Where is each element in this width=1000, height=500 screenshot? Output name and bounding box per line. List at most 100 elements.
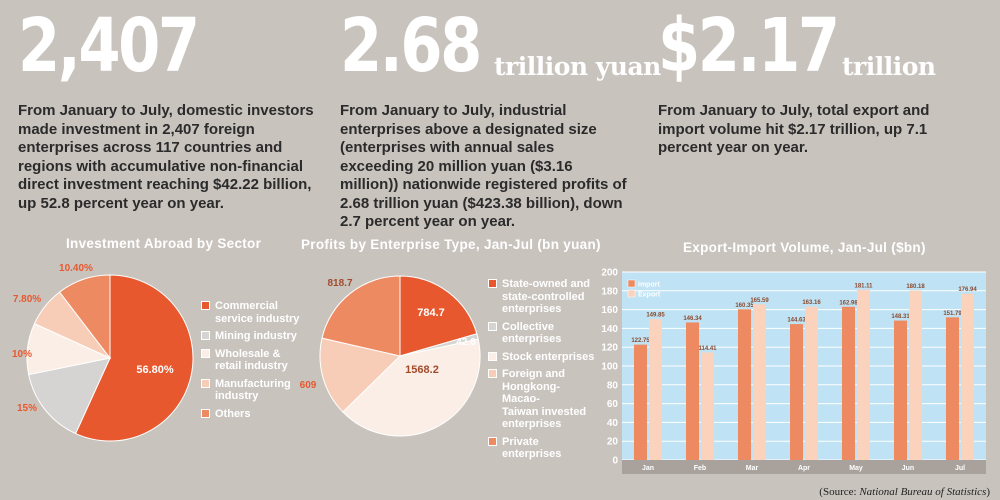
x-tick-label: Mar: [746, 465, 759, 472]
bar-value-label: 162.98: [839, 300, 858, 306]
legend-swatch: [201, 331, 210, 340]
bar-value-label: 165.59: [750, 298, 769, 304]
legend-swatch: [627, 289, 636, 298]
source-prefix: (Source:: [819, 486, 860, 498]
chart-title: Investment Abroad by Sector: [66, 236, 262, 251]
source-suffix: ): [986, 486, 990, 498]
profits-pie-chart: 784.7 42.6 1568.2 609 818.7: [300, 275, 481, 437]
stat-description: From January to July, industrial enterpr…: [340, 102, 627, 230]
export-bar: [649, 319, 662, 460]
pie-slice: [321, 275, 401, 357]
y-tick-label: 0: [612, 456, 618, 467]
bar-value-label: 144.63: [787, 318, 806, 324]
legend-swatch: [488, 351, 497, 361]
legend-label: Others: [215, 407, 251, 420]
bar-value-label: 149.85: [646, 313, 665, 319]
pie-value-label: 10%: [12, 349, 32, 360]
legend-item: Mining industry: [201, 330, 301, 343]
stat-number: 2,407: [18, 3, 200, 89]
export-bar: [961, 293, 974, 460]
legend-item: Wholesale & retail industry: [201, 348, 301, 373]
export-bar: [909, 290, 922, 460]
pie-value-label: 15%: [17, 403, 37, 414]
bar-value-label: 163.16: [802, 300, 821, 306]
legend-label: Import: [638, 282, 660, 289]
legend-swatch: [201, 378, 210, 388]
stat-unit: trillion yuan: [494, 52, 661, 81]
y-tick-label: 100: [601, 362, 618, 373]
x-tick-label: May: [849, 465, 863, 472]
legend-label: Mining industry: [215, 330, 297, 342]
stat-profits: 2.68: [340, 0, 511, 92]
pie-value-label: 1568.2: [405, 364, 439, 376]
stat-number: $2.17: [658, 3, 840, 89]
pie-value-label: 609: [300, 380, 317, 391]
y-tick-label: 200: [601, 268, 618, 279]
y-tick-label: 140: [601, 324, 618, 335]
y-tick-label: 20: [607, 437, 619, 448]
bar-value-label: 180.18: [906, 284, 925, 290]
trade-bar-chart: 0 20 40 60 80 100 120 140 160 180 200 122.75 149.85 J…: [601, 268, 986, 474]
pie-slice: [319, 337, 402, 413]
legend-label: Private enterprises: [502, 435, 562, 461]
investment-pie-chart: 56.80% 15% 10% 7.80% 10.40%: [12, 263, 194, 442]
legend-item: Stock enterprises: [488, 351, 596, 364]
bar-value-label: 176.94: [958, 287, 977, 293]
export-bar: [753, 304, 766, 460]
legend-swatch: [201, 301, 210, 310]
stat-investment: 2,407: [18, 0, 237, 92]
legend-label: Foreign and Hongkong-Macao- Taiwan inves…: [502, 368, 587, 430]
import-bar: [738, 309, 751, 460]
legend-label: Collective enterprises: [502, 320, 562, 346]
legend-item: Manufacturing industry: [201, 378, 301, 403]
legend-label: Export: [638, 292, 661, 299]
legend-item: Private enterprises: [488, 436, 596, 461]
bar-value-label: 160.35: [735, 303, 754, 309]
x-tick-label: Jun: [902, 465, 914, 472]
legend-item: Others: [201, 408, 301, 421]
investment-legend: Commercial service industry Mining indust…: [201, 300, 301, 425]
stat-number: 2.68: [340, 3, 482, 89]
export-bar: [805, 306, 818, 460]
legend-item: Collective enterprises: [488, 321, 596, 346]
legend-label: State-owned and state-controlled enterpr…: [502, 278, 591, 315]
pie-slice: [28, 357, 111, 435]
stat-description: From January to July, domestic investors…: [18, 102, 314, 212]
pie-slice: [342, 338, 481, 437]
import-bar: [790, 324, 803, 460]
stat-trade: $2.17: [658, 0, 877, 92]
stat-unit: trillion: [842, 52, 936, 81]
import-bar: [946, 317, 959, 460]
export-bar: [857, 289, 870, 460]
legend-swatch: [488, 321, 497, 331]
pie-value-label: 42.6: [456, 337, 476, 348]
y-tick-label: 60: [607, 399, 619, 410]
pie-slice: [74, 274, 194, 442]
y-tick-label: 160: [601, 305, 618, 316]
x-tick-label: Apr: [798, 465, 810, 472]
y-tick-label: 180: [601, 286, 618, 297]
legend-item: Commercial service industry: [201, 300, 301, 325]
y-tick-label: 40: [607, 418, 619, 429]
export-bar: [701, 352, 714, 460]
bar-value-label: 122.75: [631, 338, 650, 344]
legend-swatch: [488, 436, 497, 446]
x-axis-band: [622, 460, 986, 474]
pie-value-label: 7.80%: [13, 294, 41, 305]
source-name: National Bureau of Statistics: [859, 486, 987, 498]
x-tick-label: Jan: [642, 465, 654, 472]
import-bar: [634, 344, 647, 460]
chart-title: Profits by Enterprise Type, Jan-Jul (bn …: [301, 237, 601, 252]
profits-legend: State-owned and state-controlled enterpr…: [488, 278, 596, 466]
legend-swatch: [488, 279, 497, 288]
legend-swatch: [201, 408, 210, 418]
import-bar: [894, 320, 907, 460]
pie-value-label: 784.7: [417, 307, 445, 319]
pie-value-label: 10.40%: [59, 263, 93, 274]
legend-label: Wholesale & retail industry: [215, 347, 288, 373]
source-note: (Source: National Bureau of Statistics): [819, 486, 990, 498]
legend-swatch: [488, 369, 497, 378]
y-tick-label: 80: [607, 380, 619, 391]
pie-value-label: 56.80%: [136, 364, 174, 376]
pie-slice: [399, 275, 478, 357]
